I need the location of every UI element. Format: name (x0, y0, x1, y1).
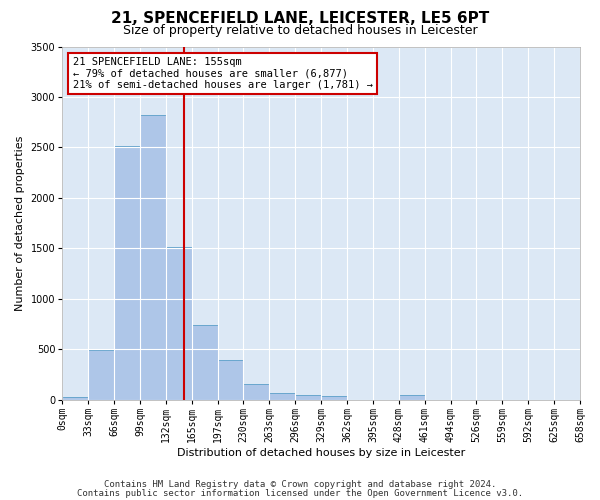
Text: 21 SPENCEFIELD LANE: 155sqm
← 79% of detached houses are smaller (6,877)
21% of : 21 SPENCEFIELD LANE: 155sqm ← 79% of det… (73, 57, 373, 90)
Bar (399, 395, 425, 400)
Text: 21, SPENCEFIELD LANE, LEICESTER, LE5 6PT: 21, SPENCEFIELD LANE, LEICESTER, LE5 6PT (111, 11, 489, 26)
Bar (166, 248, 191, 400)
Bar (62, 397, 88, 400)
Text: Contains public sector information licensed under the Open Government Licence v3: Contains public sector information licen… (77, 488, 523, 498)
Bar (140, 115, 166, 400)
Text: Size of property relative to detached houses in Leicester: Size of property relative to detached ho… (122, 24, 478, 37)
Bar (191, 325, 218, 400)
Bar (244, 384, 269, 400)
Bar (269, 392, 295, 400)
X-axis label: Distribution of detached houses by size in Leicester: Distribution of detached houses by size … (177, 448, 465, 458)
Bar (218, 360, 244, 400)
Text: Contains HM Land Registry data © Crown copyright and database right 2024.: Contains HM Land Registry data © Crown c… (104, 480, 496, 489)
Bar (295, 394, 321, 400)
Bar (88, 350, 114, 400)
Bar (114, 146, 140, 400)
Y-axis label: Number of detached properties: Number of detached properties (15, 136, 25, 311)
Bar (321, 396, 347, 400)
